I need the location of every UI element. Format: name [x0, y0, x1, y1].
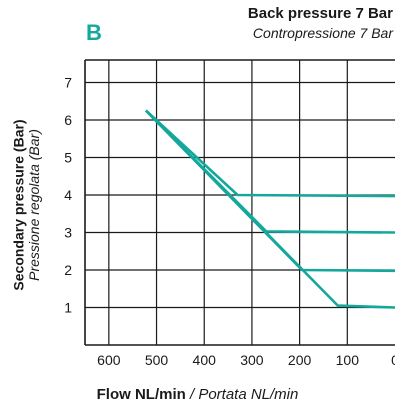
y-tick-label: 2 [64, 262, 72, 278]
y-tick-label: 7 [64, 75, 72, 91]
plot-frame [84, 59, 395, 346]
chart-subtitle: Contropressione 7 Bar [252, 25, 393, 41]
x-tick-label: 400 [193, 352, 217, 368]
x-axis-label-group: Flow NL/min / Portata NL/min [0, 386, 395, 403]
chart-title: Back pressure 7 Bar [247, 5, 393, 22]
y-tick-label: 6 [64, 112, 72, 128]
panel-label: B [86, 20, 102, 45]
x-tick-label: 0 [391, 352, 395, 368]
x-tick-label: 200 [288, 352, 312, 368]
y-axis-label-alt: Pressione regolata (Bar) [25, 129, 42, 281]
x-tick-label: 300 [240, 352, 264, 368]
x-axis-label-alt: Portata NL/min [198, 386, 299, 403]
x-axis-label-separator: / [189, 386, 195, 403]
series-line [145, 109, 395, 309]
series-line [145, 109, 395, 234]
y-tick-label: 5 [64, 150, 72, 166]
series-line [145, 109, 395, 198]
x-tick-label: 600 [97, 352, 121, 368]
y-tick-label: 4 [64, 187, 72, 203]
x-tick-label: 500 [145, 352, 169, 368]
y-axis-ticks: 1 2 3 4 5 6 7 [64, 75, 72, 316]
y-axis-label: Secondary pressure (Bar) [10, 119, 27, 291]
grid [85, 60, 395, 345]
y-tick-label: 1 [64, 300, 72, 316]
series-line [145, 109, 395, 273]
x-axis-label: Flow NL/min [96, 386, 186, 403]
series-group [145, 109, 395, 309]
x-axis-ticks: 600 500 400 300 200 100 0 [97, 352, 395, 368]
x-tick-label: 100 [336, 352, 360, 368]
y-tick-label: 3 [64, 225, 72, 241]
y-axis-label-group: Secondary pressure (Bar) Pressione regol… [6, 60, 46, 330]
